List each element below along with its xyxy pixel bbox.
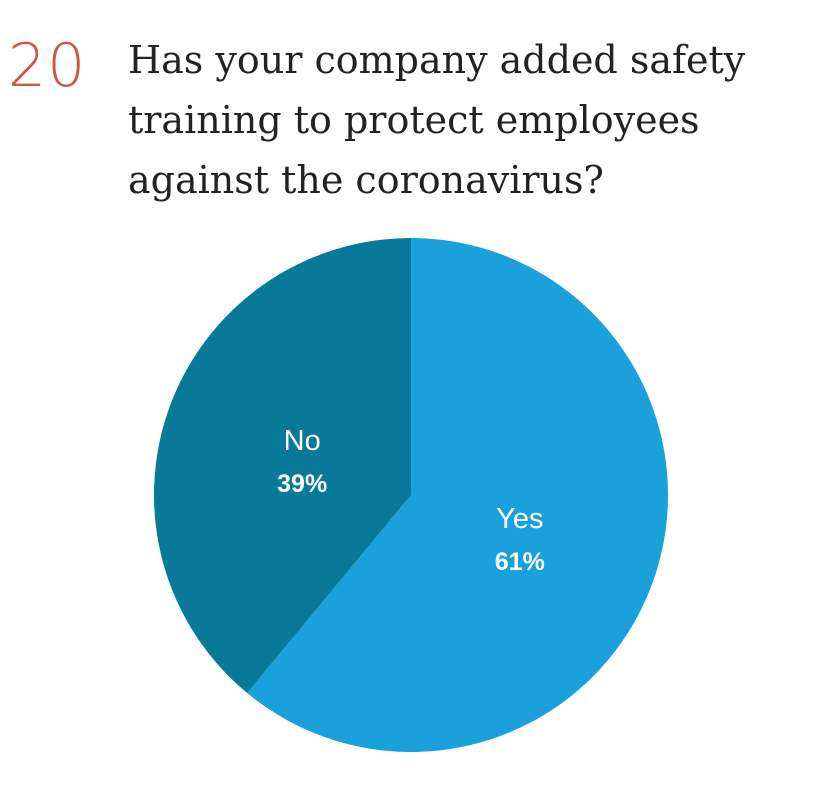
slice-value-no: 39% [277,470,327,498]
question-number: 20 [8,31,87,101]
slice-label-no: No [284,425,321,457]
question-text: Has your company added safety training t… [128,38,746,202]
pie-labels: Yes 61% No 39% [277,425,545,576]
pie-slices [154,237,668,752]
slice-label-yes: Yes [496,503,543,535]
pie-slice-yes [247,238,668,752]
slice-value-yes: 61% [495,548,545,576]
pie-slice-no [154,237,411,694]
